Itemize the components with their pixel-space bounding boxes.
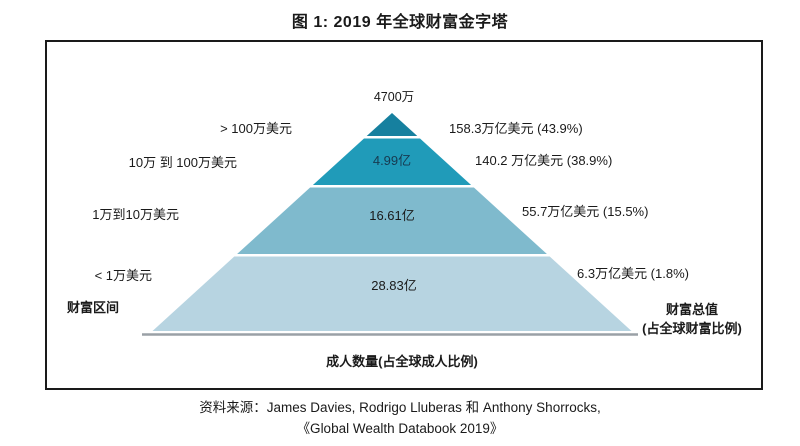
tier-4-wealth-label: 6.3万亿美元 (1.8%) [577, 266, 689, 281]
tier-2-adults-label: 4.99亿 [372, 153, 412, 168]
pyramid-tier-3-shape [237, 187, 547, 254]
tier-1-adults-label: 4700万 [373, 90, 415, 104]
chart-title: 图 1: 2019 年全球财富金字塔 [291, 14, 509, 31]
tier-1-wealth-label: 158.3万亿美元 (43.9%) [449, 121, 583, 136]
pyramid-chart [142, 113, 638, 336]
source-line-2: 《Global Wealth Databook 2019》 [296, 421, 504, 436]
tier-4-adults-label: 28.83亿 [371, 278, 417, 293]
bottom-axis-label: 成人数量(占全球成人比例) [326, 354, 478, 369]
left-axis-label: 财富区间 [67, 300, 120, 315]
tier-4-range-label: < 1万美元 [94, 268, 152, 283]
tier-3-wealth-label: 55.7万亿美元 (15.5%) [522, 204, 649, 219]
source-line-1: 资料来源：James Davies, Rodrigo Lluberas 和 An… [199, 400, 601, 415]
tier-1-range-label: > 100万美元 [220, 121, 292, 136]
pyramid-tier-1-shape [366, 113, 418, 136]
chart-frame: 4700万 > 100万美元 10万 到 100万美元 1万到10万美元 < 1… [45, 40, 763, 390]
tier-3-range-label: 1万到10万美元 [92, 207, 179, 222]
right-axis-label-line1: 财富总值 [665, 302, 718, 317]
tier-2-wealth-label: 140.2 万亿美元 (38.9%) [475, 153, 613, 168]
right-axis-label-line2: (占全球财富比例) [642, 321, 742, 336]
tier-3-adults-label: 16.61亿 [369, 208, 415, 223]
source-citation: 资料来源：James Davies, Rodrigo Lluberas 和 An… [0, 397, 800, 439]
pyramid-tier-2-shape [312, 138, 472, 185]
tier-2-range-label: 10万 到 100万美元 [128, 155, 237, 170]
pyramid-tier-4-shape [152, 256, 632, 331]
